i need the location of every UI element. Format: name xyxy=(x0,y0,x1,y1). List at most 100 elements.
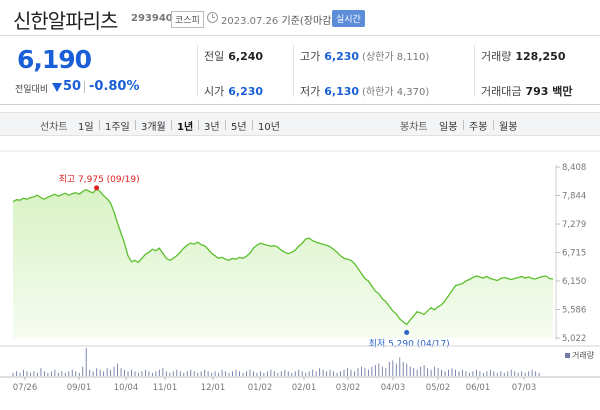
volume-bar xyxy=(395,363,397,376)
volume-bar xyxy=(61,371,63,376)
volume-bar xyxy=(40,368,42,376)
volume-bar xyxy=(301,371,303,376)
volume-bar xyxy=(399,357,401,376)
volume-bar xyxy=(291,372,293,376)
divider xyxy=(99,120,100,130)
volume-bar xyxy=(475,369,477,376)
volume-bar xyxy=(36,372,38,376)
volume-bar xyxy=(239,371,240,376)
price-info: 6,190 전일대비 50 -0.80% 전일 6,240 시가 6,230 고가 6… xyxy=(0,37,600,105)
volume-bar xyxy=(252,371,254,376)
volume-bar xyxy=(381,366,383,376)
volume-bar xyxy=(165,371,167,376)
volume-bar xyxy=(85,348,87,376)
volume-bar xyxy=(12,372,14,376)
volume: 거래량 128,250 xyxy=(481,48,565,64)
volume-bar xyxy=(427,368,429,376)
volume-bar xyxy=(270,369,272,376)
realtime-button[interactable]: 실시간 xyxy=(332,10,365,27)
volume-bar xyxy=(242,372,244,376)
period-bar: 선차트 1일 1주일 3개월 1년 3년 5년 10년 봉차트 일봉 주봉 월봉 xyxy=(0,112,600,136)
y-tick-label: 6,150 xyxy=(562,277,586,287)
volume-bar xyxy=(493,371,495,376)
stock-header: 신한알파리츠 293940 코스피 2023.07.26 기준(장마감) 실시간 xyxy=(0,0,600,36)
period-3y[interactable]: 3년 xyxy=(204,122,220,133)
divider xyxy=(135,120,136,130)
volume-bar xyxy=(489,369,491,376)
candle-monthly[interactable]: 월봉 xyxy=(499,122,518,133)
trade-amount: 거래대금 793 백만 xyxy=(481,83,573,99)
volume-value: 128,250 xyxy=(515,50,566,63)
date-suffix: 기준(장마감) xyxy=(281,16,336,27)
volume-bar xyxy=(280,371,282,376)
volume-bar xyxy=(92,371,94,376)
candle-daily[interactable]: 일봉 xyxy=(439,122,458,133)
low-label: 최저 5,290 (04/17) xyxy=(369,338,450,349)
x-tick-label: 11/01 xyxy=(153,383,178,393)
volume-bar xyxy=(64,372,66,376)
volume-legend: 거래량 xyxy=(572,350,595,360)
volume-bar xyxy=(155,371,157,376)
volume-bar xyxy=(131,369,132,376)
divider xyxy=(252,120,253,130)
volume-bar xyxy=(200,371,202,376)
period-1y[interactable]: 1년 xyxy=(177,122,194,133)
volume-bar xyxy=(482,372,484,376)
volume-bar xyxy=(434,366,436,376)
period-1w[interactable]: 1주일 xyxy=(105,122,130,133)
x-tick-label: 03/02 xyxy=(336,383,361,393)
volume-bar xyxy=(322,369,324,376)
volume-bar xyxy=(531,369,533,376)
divider xyxy=(198,120,199,130)
change-value: 50 xyxy=(63,79,82,94)
volume-bar xyxy=(82,366,84,376)
volume-bar xyxy=(392,360,394,376)
x-tick-label: 07/26 xyxy=(13,383,38,393)
volume-bar xyxy=(500,371,502,376)
divider xyxy=(171,120,172,130)
volume-bar xyxy=(514,371,516,376)
volume-bar xyxy=(441,369,443,376)
volume-bar xyxy=(277,372,279,376)
volume-bar xyxy=(197,372,199,376)
divider xyxy=(293,45,294,97)
down-arrow-icon xyxy=(52,83,62,92)
low-label: 저가 xyxy=(300,85,321,98)
x-tick-label: 04/03 xyxy=(381,383,406,393)
open-label: 시가 xyxy=(204,85,225,98)
high-label: 고가 xyxy=(300,50,321,63)
volume-bar xyxy=(360,366,362,376)
x-tick-label: 02/01 xyxy=(292,383,317,393)
volume-bar xyxy=(106,368,108,376)
volume-bar xyxy=(503,372,505,376)
volume-bar xyxy=(367,369,369,376)
x-tick-label: 01/02 xyxy=(248,383,273,393)
period-1d[interactable]: 1일 xyxy=(78,122,94,133)
period-3m[interactable]: 3개월 xyxy=(141,122,166,133)
volume-bar xyxy=(204,369,206,376)
volume-bar xyxy=(420,366,422,376)
volume-bar xyxy=(124,369,125,376)
volume-bar xyxy=(57,372,59,376)
volume-bar xyxy=(138,372,139,376)
volume-bar xyxy=(50,371,52,376)
price-chart[interactable]: 최고 7,975 (09/19) 최저 5,290 (04/17) 8,408 7,… xyxy=(0,150,600,410)
volume-bar xyxy=(158,369,160,376)
volume-bar xyxy=(528,371,530,376)
volume-bar xyxy=(19,372,21,376)
volume-bar xyxy=(179,371,181,376)
volume-bar xyxy=(148,371,150,376)
period-10y[interactable]: 10년 xyxy=(258,122,280,133)
volume-bar xyxy=(305,372,307,376)
volume-bar xyxy=(465,371,467,376)
date-value: 2023.07.26 xyxy=(221,16,279,27)
candle-weekly[interactable]: 주봉 xyxy=(469,122,488,133)
period-5y[interactable]: 5년 xyxy=(231,122,247,133)
volume-bar xyxy=(172,371,174,376)
volume-bar xyxy=(221,369,223,376)
volume-bar xyxy=(413,368,415,376)
price-line xyxy=(12,188,554,326)
divider xyxy=(84,81,85,93)
volume-bar xyxy=(117,363,119,376)
volume-bar xyxy=(249,369,251,376)
